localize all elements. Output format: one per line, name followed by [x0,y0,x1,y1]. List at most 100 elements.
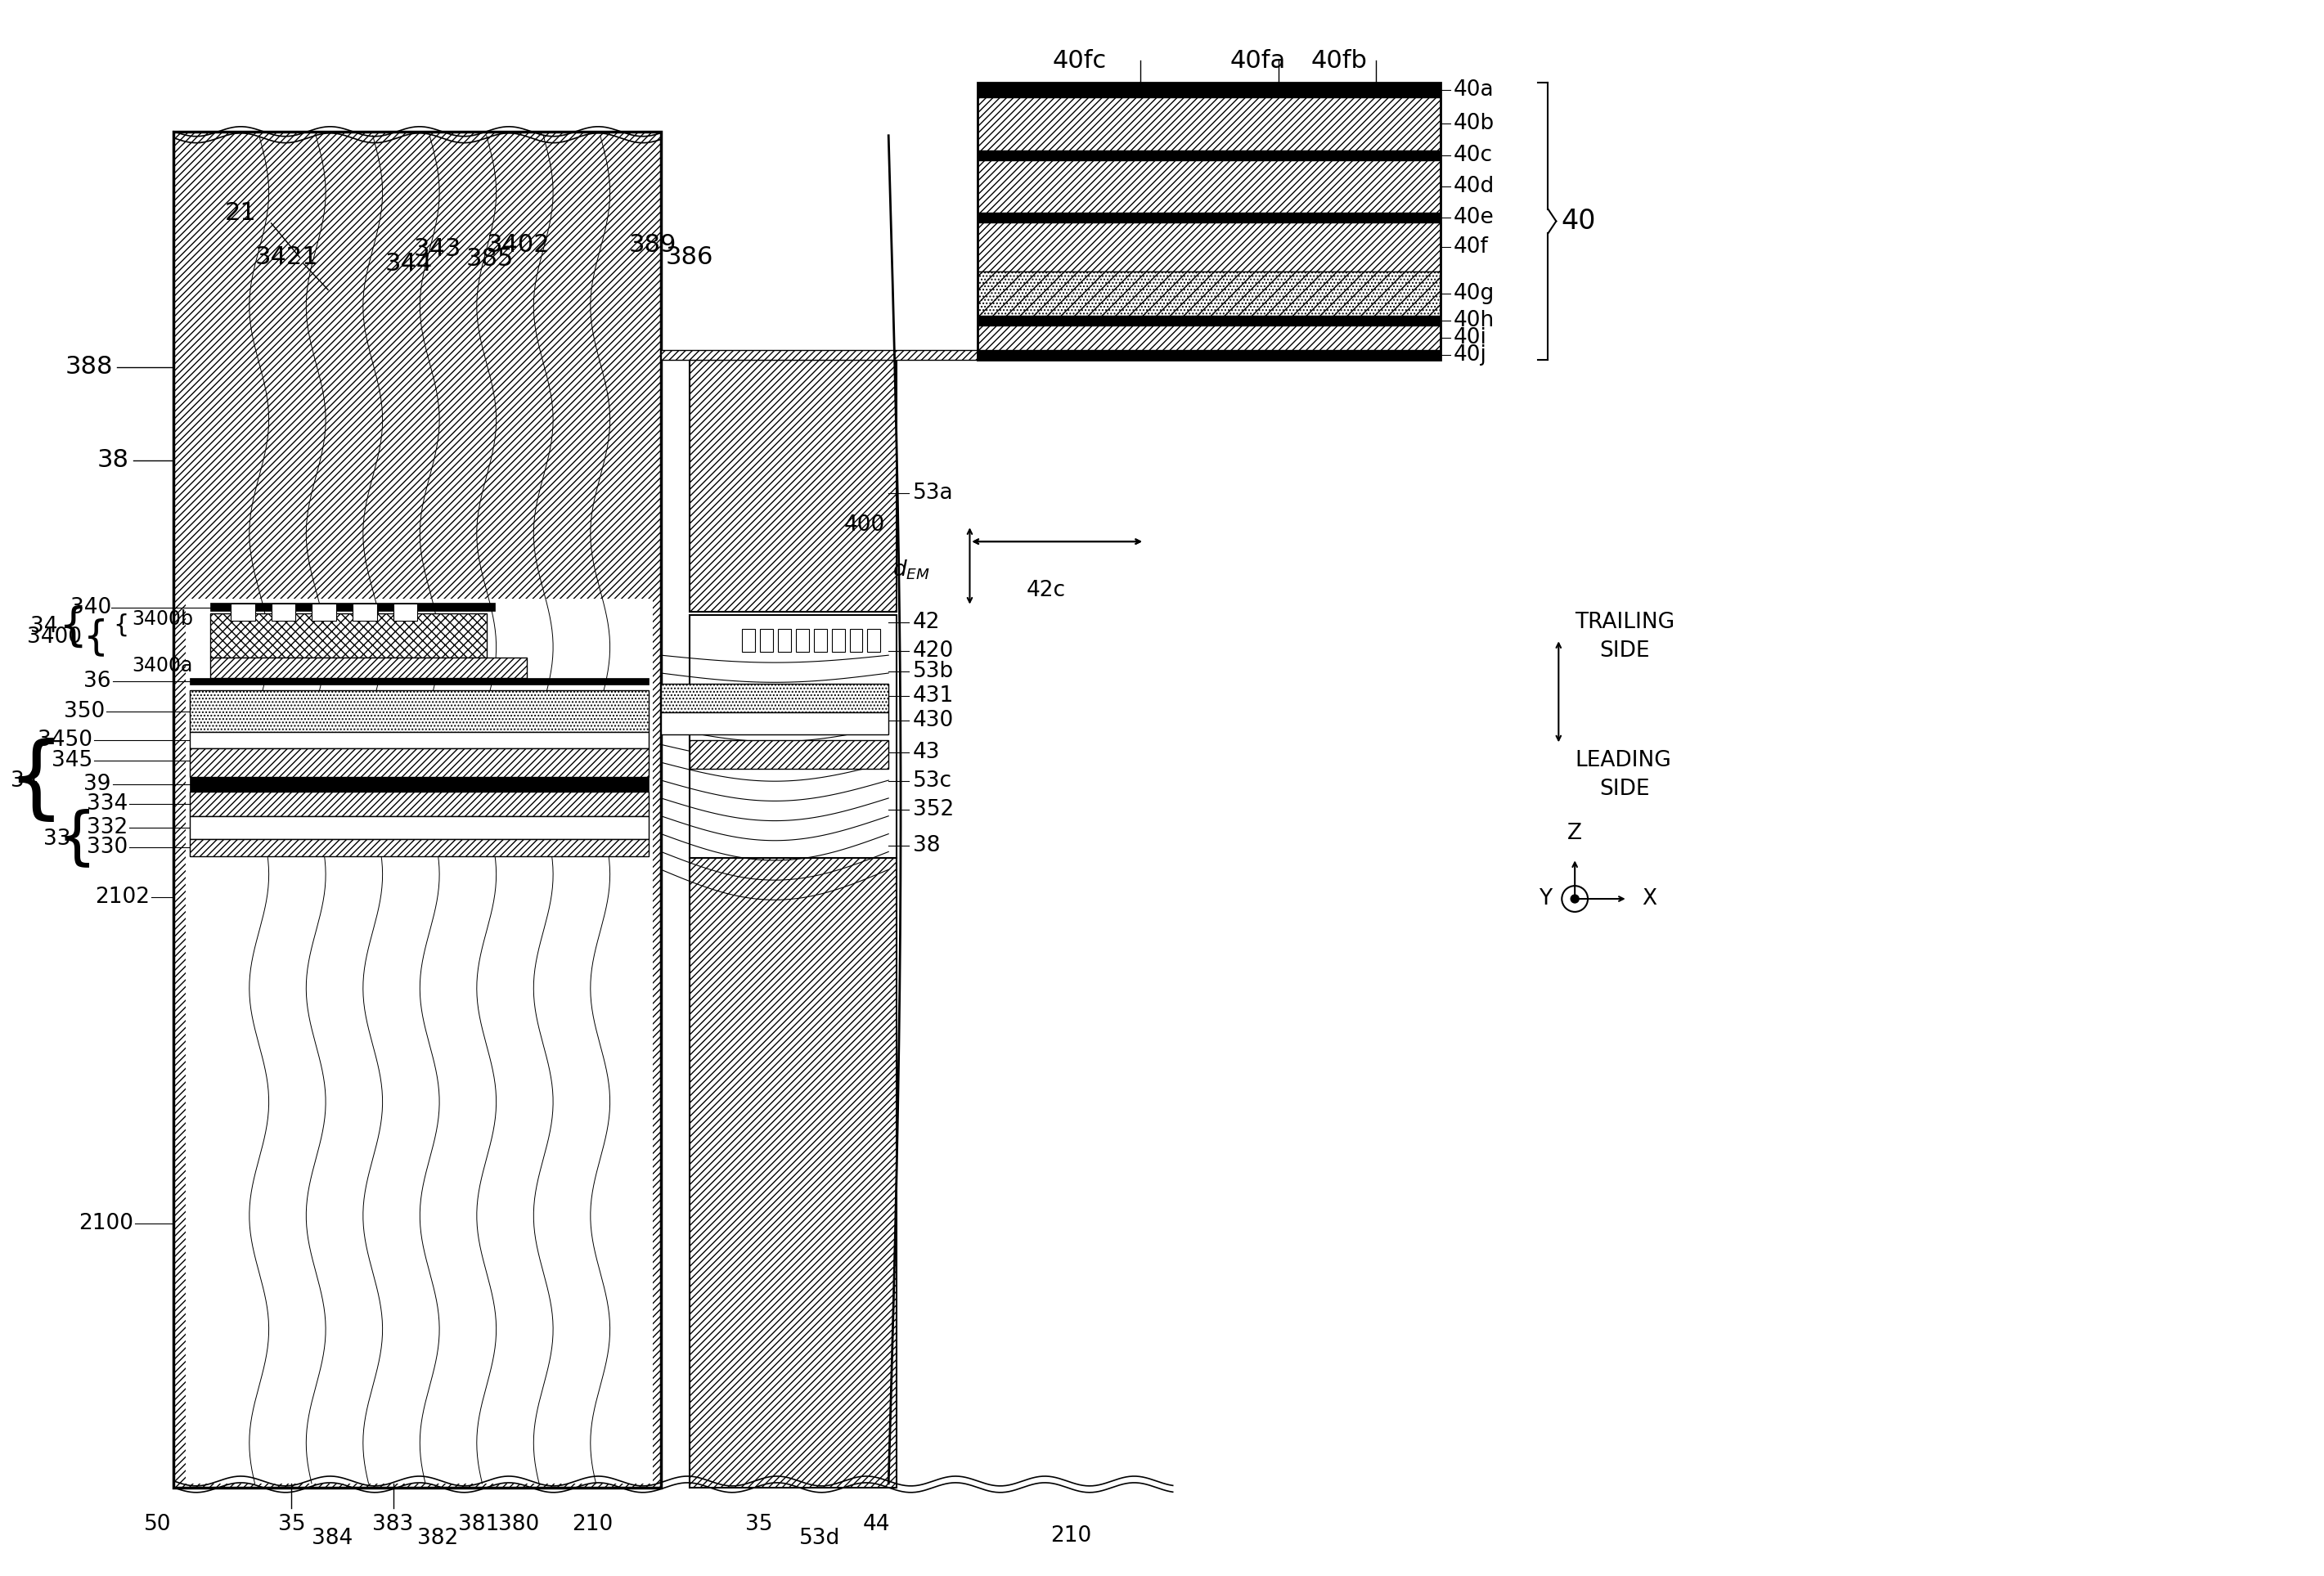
Text: 400: 400 [844,515,885,536]
Bar [191,816,648,838]
Bar [174,131,660,1488]
Text: 40i: 40i [1452,328,1487,348]
Text: 3450: 3450 [37,730,93,752]
Text: 38: 38 [913,835,941,857]
Bar [186,599,653,865]
Bar [813,629,827,652]
Bar [311,604,337,621]
Text: 344: 344 [386,252,432,276]
Bar [978,150,1441,159]
Bar [978,84,1441,98]
Text: 40e: 40e [1452,206,1494,229]
Bar [978,271,1441,315]
Text: 388: 388 [65,355,114,378]
Text: 350: 350 [63,701,105,722]
Text: 431: 431 [913,686,953,706]
Bar [690,741,888,769]
Text: 43: 43 [913,742,941,763]
Text: 385: 385 [467,247,514,271]
Bar [191,749,648,777]
Text: 40b: 40b [1452,113,1494,134]
Text: 420: 420 [913,640,953,662]
Text: 343: 343 [414,238,460,262]
Text: {: { [7,738,65,824]
Bar [211,657,528,678]
Bar [978,271,1441,315]
Text: 383: 383 [372,1513,414,1535]
Bar [230,604,256,621]
Text: 34: 34 [30,616,58,637]
Text: 3400a: 3400a [132,656,193,676]
Text: 40a: 40a [1452,79,1494,101]
Text: 40f: 40f [1452,236,1487,257]
Text: 389: 389 [627,233,676,257]
Text: 334: 334 [86,793,128,815]
Text: 40c: 40c [1452,145,1492,165]
Text: 35: 35 [746,1513,772,1535]
Bar [690,859,897,1488]
Circle shape [1571,895,1578,903]
Text: 42c: 42c [1027,580,1067,600]
Bar [660,350,978,359]
Text: {: { [84,618,109,657]
Bar [851,629,862,652]
Text: 2102: 2102 [95,887,149,908]
Text: 430: 430 [913,709,953,731]
Text: 40: 40 [1562,208,1597,235]
Text: {: { [114,613,130,637]
Text: Y: Y [1538,889,1552,909]
Bar [211,613,486,657]
Text: 3400b: 3400b [132,610,193,629]
Text: 38: 38 [98,449,130,473]
Text: 53c: 53c [913,771,953,791]
Bar [191,690,648,733]
Text: 39: 39 [84,774,112,794]
Text: 53a: 53a [913,482,953,503]
Text: SIDE: SIDE [1599,640,1650,662]
Bar [978,350,1441,359]
Text: 352: 352 [913,799,953,820]
Bar [191,777,648,791]
Text: 40h: 40h [1452,310,1494,331]
Text: 36: 36 [84,670,112,692]
Bar [660,712,888,734]
Bar [353,604,376,621]
Text: 330: 330 [86,837,128,859]
Bar [978,98,1441,150]
Text: 40fa: 40fa [1229,49,1285,72]
Text: 3402: 3402 [486,233,551,257]
Text: 21: 21 [225,200,256,224]
Text: 40g: 40g [1452,282,1494,304]
Bar [978,159,1441,213]
Text: 380: 380 [497,1513,539,1535]
Text: 53b: 53b [913,660,953,682]
Text: 50: 50 [144,1513,172,1535]
Text: 53d: 53d [799,1529,839,1549]
Bar [191,733,648,749]
Text: 40j: 40j [1452,344,1487,366]
Bar [211,602,495,610]
Text: 2100: 2100 [79,1214,132,1234]
Text: 332: 332 [86,816,128,838]
Text: {: { [58,605,86,649]
Bar [795,629,809,652]
Text: LEADING: LEADING [1576,750,1671,771]
Text: 384: 384 [311,1529,353,1549]
Bar [779,629,790,652]
Bar [760,629,774,652]
Text: 33: 33 [44,827,70,849]
Text: 40d: 40d [1452,175,1494,197]
Bar [393,604,418,621]
Bar [741,629,755,652]
Bar [191,838,648,857]
Bar [978,84,1441,359]
Text: 40fb: 40fb [1311,49,1367,72]
Text: $d_{EM}$: $d_{EM}$ [892,558,930,582]
Bar [191,678,648,684]
Text: 345: 345 [51,750,93,771]
Text: 44: 44 [862,1513,890,1535]
Bar [272,604,295,621]
Text: 3421: 3421 [256,246,318,269]
Bar [191,791,648,816]
Text: 34: 34 [12,771,37,791]
